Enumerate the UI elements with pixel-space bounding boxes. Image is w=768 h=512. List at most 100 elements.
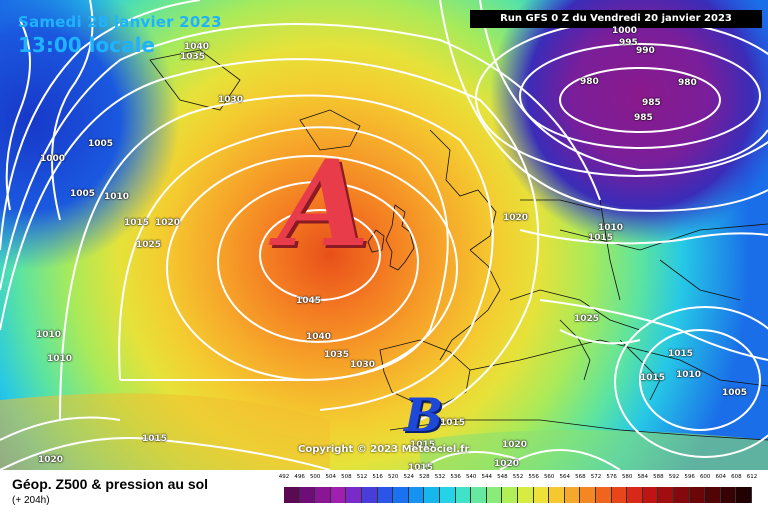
- isobar-label: 1030: [218, 95, 244, 105]
- color-scale-swatch: [705, 487, 721, 503]
- isobar-label: 1015: [124, 218, 150, 228]
- color-scale-swatch: [486, 487, 503, 503]
- color-scale-swatch: [627, 487, 643, 503]
- color-scale-tick: 536: [450, 474, 461, 480]
- map-title: Géop. Z500 & pression au sol: [12, 476, 209, 492]
- color-scale-tick: 572: [590, 474, 602, 480]
- color-scale-tick: 504: [325, 474, 337, 480]
- color-scale-swatch: [518, 487, 534, 503]
- color-scale-tick: 580: [621, 474, 633, 480]
- isobar-label: 1035: [180, 52, 206, 62]
- forecast-time: 13:00 locale: [18, 33, 155, 57]
- isobar-label: 1040: [306, 332, 332, 342]
- color-scale-tick: 544: [481, 474, 493, 480]
- color-scale-swatch: [424, 487, 440, 503]
- color-scale-bar: [284, 487, 752, 503]
- color-scale-swatch: [502, 487, 518, 503]
- color-scale-swatch: [658, 487, 674, 503]
- color-scale-tick: 568: [575, 474, 586, 480]
- isobar-label: 980: [678, 78, 697, 88]
- forecast-lead-time: (+ 204h): [12, 495, 50, 506]
- isobar-label: 1020: [503, 213, 529, 223]
- isobar-label: 1010: [47, 354, 73, 364]
- color-scale-tick: 528: [419, 474, 430, 480]
- model-run-label: Run GFS 0 Z du Vendredi 20 janvier 2023: [470, 10, 762, 28]
- color-scale-tick: 564: [559, 474, 571, 480]
- color-scale-swatch: [408, 487, 425, 503]
- color-scale: 492 496 500 504 508 512 516 520 524 528 532 536 540 5…: [279, 474, 758, 506]
- color-scale-tick: 552: [512, 474, 524, 480]
- isobar-label: 1045: [296, 296, 322, 306]
- color-scale-tick: 588: [653, 474, 664, 480]
- color-scale-tick: 596: [684, 474, 695, 480]
- color-scale-swatch: [533, 487, 550, 503]
- isobar-label: 1015: [440, 418, 466, 428]
- isobar-label: 1015: [410, 440, 436, 450]
- copyright-label: Copyright © 2023 Meteociel.fr: [298, 444, 470, 455]
- isobar-label: 1005: [88, 139, 114, 149]
- isobar-label: 1030: [350, 360, 376, 370]
- color-scale-swatch: [377, 487, 394, 503]
- color-scale-tick: 584: [637, 474, 649, 480]
- low-pressure-marker: B: [404, 388, 443, 442]
- isobar-label: 1015: [588, 233, 614, 243]
- isobar-label: 1010: [104, 192, 130, 202]
- color-scale-swatch: [580, 487, 596, 503]
- color-scale-swatch: [596, 487, 612, 503]
- isobar-label: 1015: [640, 373, 666, 383]
- isobar-label: 1020: [155, 218, 181, 228]
- color-scale-swatch: [720, 487, 737, 503]
- map-graphic: [0, 0, 768, 470]
- color-scale-swatch: [393, 487, 409, 503]
- isobar-label: 995: [619, 38, 638, 48]
- isobar-label: 1020: [38, 455, 64, 465]
- color-scale-swatch: [642, 487, 659, 503]
- color-scale-swatch: [455, 487, 472, 503]
- color-scale-swatch: [346, 487, 362, 503]
- isobar-label: 1005: [70, 189, 96, 199]
- color-scale-tick: 508: [341, 474, 352, 480]
- color-scale-swatch: [330, 487, 347, 503]
- isobar-label: 1010: [676, 370, 702, 380]
- isobar-label: 1035: [324, 350, 350, 360]
- color-scale-swatch: [549, 487, 565, 503]
- color-scale-tick: 560: [543, 474, 555, 480]
- isobar-label: 980: [580, 77, 599, 87]
- isobar-label: 1010: [598, 223, 624, 233]
- color-scale-swatch: [440, 487, 456, 503]
- color-scale-swatch: [736, 487, 752, 503]
- isobar-label: 1025: [136, 240, 162, 250]
- isobars: [0, 0, 768, 470]
- isobar-label: 1020: [494, 459, 520, 469]
- color-scale-ticks: 492 496 500 504 508 512 516 520 524 528 532 536 540 5…: [279, 474, 758, 484]
- color-scale-tick: 496: [294, 474, 305, 480]
- color-scale-tick: 576: [606, 474, 617, 480]
- color-scale-tick: 512: [356, 474, 368, 480]
- color-scale-swatch: [284, 487, 300, 503]
- color-scale-swatch: [564, 487, 581, 503]
- isobar-label: 985: [642, 98, 661, 108]
- color-scale-swatch: [362, 487, 378, 503]
- isobar-label: 1000: [40, 154, 66, 164]
- legend-footer: Géop. Z500 & pression au sol (+ 204h) 49…: [0, 470, 768, 512]
- color-scale-tick: 548: [497, 474, 508, 480]
- color-scale-tick: 608: [731, 474, 742, 480]
- high-pressure-marker: A: [278, 134, 370, 273]
- isobar-label: 1025: [574, 314, 600, 324]
- color-scale-tick: 600: [699, 474, 711, 480]
- color-scale-tick: 524: [403, 474, 415, 480]
- isobar-label: 1010: [36, 330, 62, 340]
- forecast-date: Samedi 28 janvier 2023: [18, 13, 222, 31]
- color-scale-tick: 604: [715, 474, 727, 480]
- color-scale-tick: 516: [372, 474, 383, 480]
- color-scale-tick: 532: [434, 474, 446, 480]
- color-scale-swatch: [471, 487, 487, 503]
- color-scale-tick: 520: [387, 474, 399, 480]
- isobar-label: 1005: [722, 388, 748, 398]
- map-panel: Samedi 28 janvier 2023 13:00 locale Run …: [0, 0, 768, 470]
- color-scale-swatch: [611, 487, 628, 503]
- color-scale-swatch: [299, 487, 316, 503]
- color-scale-tick: 592: [668, 474, 680, 480]
- isobar-label: 1000: [612, 26, 638, 36]
